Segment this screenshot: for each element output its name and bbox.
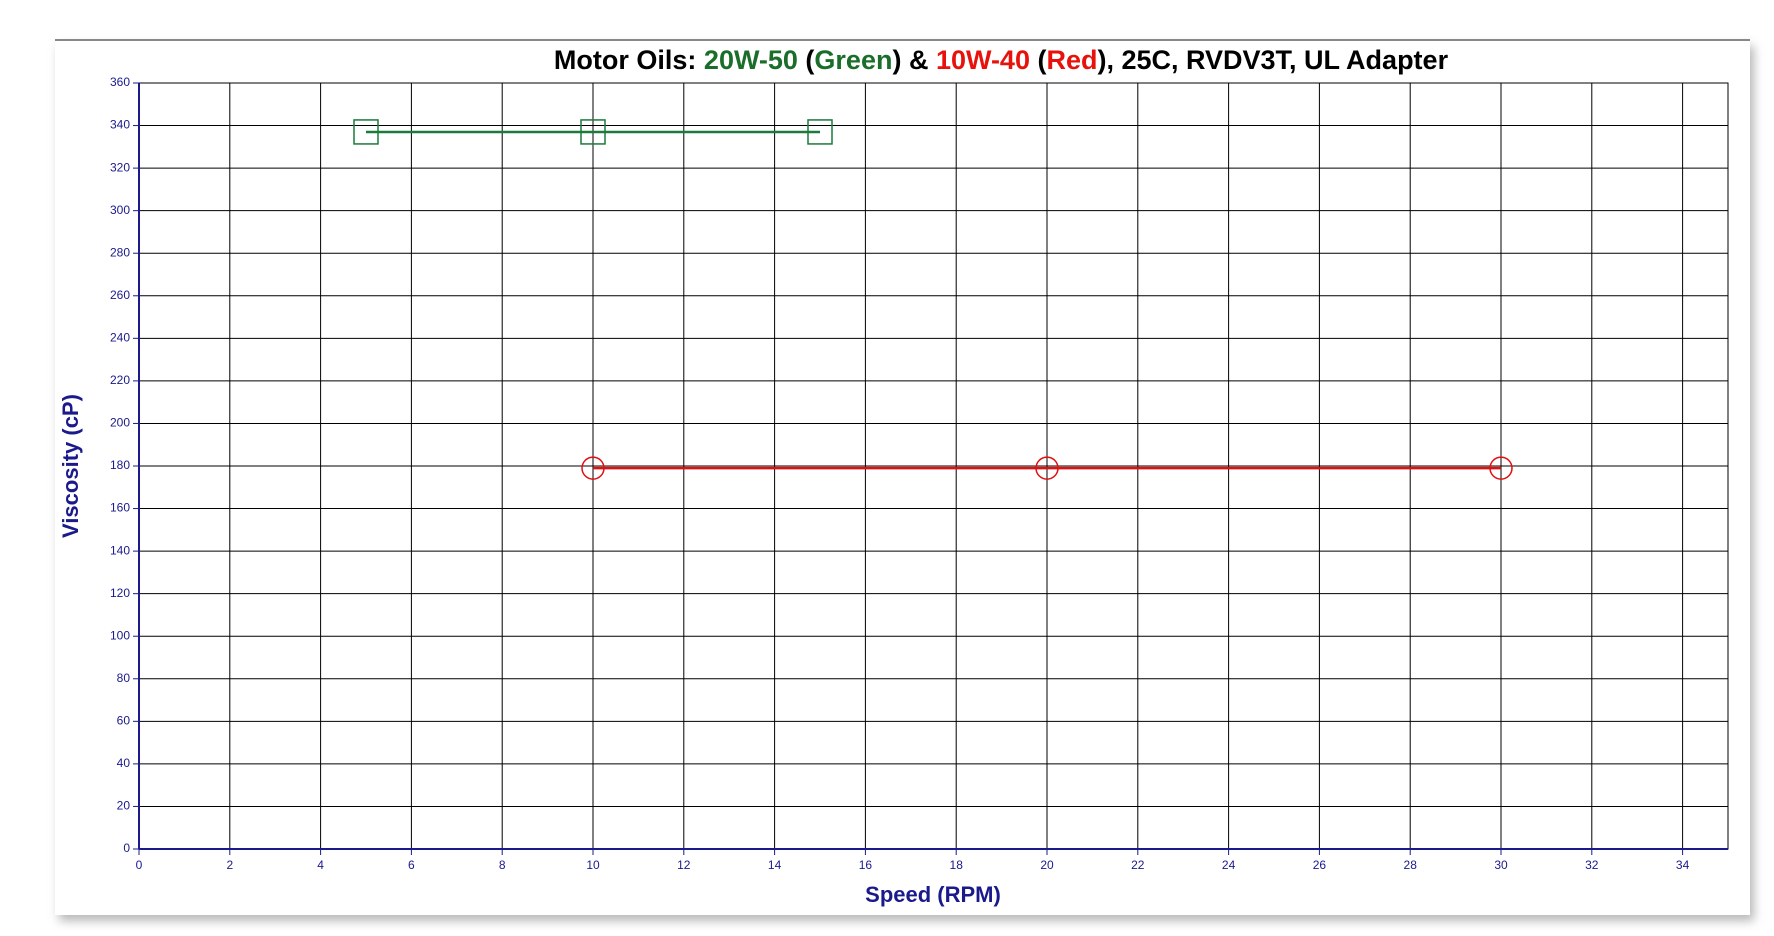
title-part: 10W-40	[936, 45, 1030, 75]
x-tick-label: 20	[1040, 858, 1054, 872]
x-tick-label: 4	[317, 858, 324, 872]
title-part: (	[798, 45, 815, 75]
y-tick-label: 80	[117, 671, 131, 685]
y-tick-label: 340	[110, 118, 130, 132]
title-part: ) &	[892, 45, 936, 75]
x-tick-label: 34	[1676, 858, 1690, 872]
x-tick-label: 28	[1404, 858, 1418, 872]
x-tick-label: 10	[586, 858, 600, 872]
marker	[353, 119, 379, 145]
x-tick-label: 30	[1494, 858, 1508, 872]
y-tick-label: 0	[123, 841, 130, 855]
x-tick-label: 2	[226, 858, 233, 872]
y-tick-label: 180	[110, 458, 130, 472]
y-tick-label: 220	[110, 373, 130, 387]
x-tick-label: 14	[768, 858, 782, 872]
y-tick-label: 200	[110, 416, 130, 430]
x-tick-label: 6	[408, 858, 415, 872]
x-tick-label: 0	[136, 858, 143, 872]
marker	[581, 456, 605, 480]
x-tick-label: 26	[1313, 858, 1327, 872]
y-tick-label: 300	[110, 203, 130, 217]
x-tick-label: 12	[677, 858, 691, 872]
y-tick-label: 320	[110, 160, 130, 174]
marker	[580, 119, 606, 145]
x-tick-label: 32	[1585, 858, 1599, 872]
y-tick-label: 100	[110, 628, 130, 642]
y-tick-label: 260	[110, 288, 130, 302]
marker	[1489, 456, 1513, 480]
x-tick-label: 24	[1222, 858, 1236, 872]
x-tick-label: 22	[1131, 858, 1145, 872]
marker	[807, 119, 833, 145]
x-axis-label: Speed (RPM)	[865, 882, 1001, 907]
y-tick-label: 40	[117, 756, 131, 770]
title-part: Motor Oils:	[554, 45, 704, 75]
title-part: (	[1030, 45, 1047, 75]
y-axis-label: Viscosity (cP)	[58, 394, 83, 538]
y-tick-label: 240	[110, 331, 130, 345]
title-part: ), 25C, RVDV3T, UL Adapter	[1097, 45, 1448, 75]
y-tick-label: 280	[110, 245, 130, 259]
y-tick-label: 60	[117, 714, 131, 728]
y-tick-label: 160	[110, 501, 130, 515]
x-tick-label: 18	[950, 858, 964, 872]
chart-title: Motor Oils: 20W-50 (Green) & 10W-40 (Red…	[554, 45, 1449, 75]
title-part: Green	[814, 45, 892, 75]
title-part: Red	[1046, 45, 1097, 75]
x-tick-label: 8	[499, 858, 506, 872]
y-tick-label: 120	[110, 586, 130, 600]
title-part: 20W-50	[704, 45, 798, 75]
x-tick-label: 16	[859, 858, 873, 872]
y-tick-label: 20	[117, 799, 131, 813]
y-tick-label: 360	[110, 75, 130, 89]
y-tick-label: 140	[110, 543, 130, 557]
marker	[1035, 456, 1059, 480]
